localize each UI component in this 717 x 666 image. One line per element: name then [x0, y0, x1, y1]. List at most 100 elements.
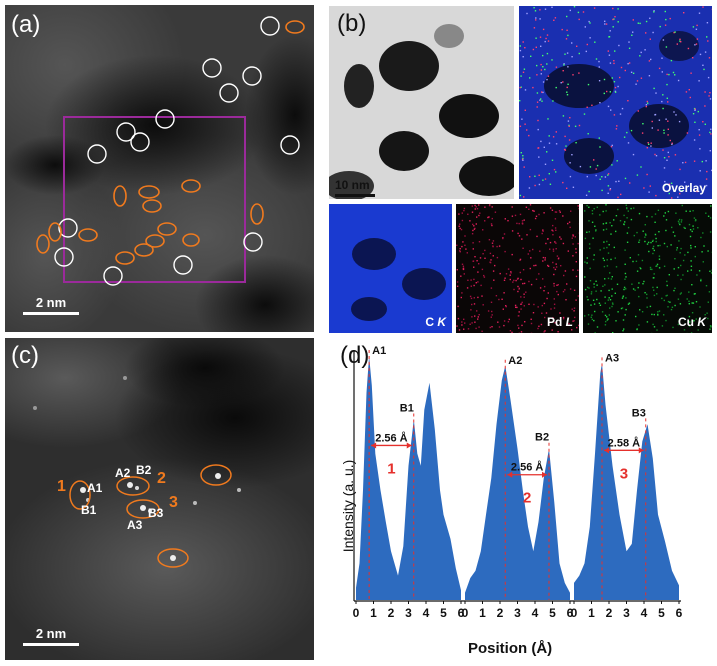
- group-2-a: A2: [115, 466, 131, 480]
- orange-ellipse-6: [250, 203, 264, 225]
- orange-ellipse-9: [78, 228, 98, 242]
- orange-ellipse-11: [36, 234, 50, 254]
- profile-area-1: [356, 356, 461, 600]
- y-axis-label: Intensity (a. u.): [340, 459, 356, 553]
- white-circle-7: [130, 132, 150, 152]
- profile-number-3: 3: [620, 465, 628, 482]
- x-tick-label: 1: [479, 606, 486, 620]
- panel-c-scale-text: 2 nm: [35, 626, 67, 641]
- x-tick-label: 3: [405, 606, 412, 620]
- white-circle-11: [54, 247, 74, 267]
- map-pd: Pd L: [456, 204, 579, 333]
- x-tick-label: 0: [462, 606, 469, 620]
- map-pd-tag: Pd L: [547, 315, 573, 329]
- group-1-a: A1: [87, 481, 103, 495]
- x-tick-label: 2: [388, 606, 395, 620]
- panel-a-scale-text: 2 nm: [35, 295, 67, 310]
- atom-ellipse-2: [116, 476, 150, 496]
- panel-c-label: (c): [11, 342, 39, 369]
- white-circle-2: [202, 58, 222, 78]
- profile-number-1: 1: [387, 460, 395, 477]
- panel-a-label: (a): [11, 11, 41, 38]
- orange-ellipse-7: [157, 222, 177, 236]
- x-tick-label: 4: [532, 606, 539, 620]
- white-circle-10: [58, 218, 78, 238]
- white-circle-4: [242, 66, 262, 86]
- peak-label-A1: A1: [372, 345, 386, 357]
- map-c: C K: [329, 204, 452, 333]
- x-tick-label: 5: [658, 606, 665, 620]
- orange-ellipse-8: [145, 234, 165, 248]
- map-cu-tag: Cu K: [678, 315, 706, 329]
- white-circle-13: [103, 266, 123, 286]
- x-tick-label: 3: [623, 606, 630, 620]
- x-tick-label: 1: [588, 606, 595, 620]
- panel-c: (c) 1 A1 B1 A2 B2 2 B3 3 A3 2 nm: [5, 338, 314, 660]
- peak-label-B2: B2: [535, 432, 549, 444]
- panel-d: A1 B1 2.56 Å 1 0 1 2 3 4 5 6 A2 B2 2.56 Å 2 0 1 2 3 4 5 6 A3 B3…: [318, 338, 717, 666]
- panel-a: (a) 2 nm: [5, 5, 314, 332]
- map-c-name: C: [425, 315, 434, 329]
- atom-ellipse-4: [200, 464, 232, 486]
- panel-b-label: (b): [337, 10, 367, 37]
- map-cu-name: Cu: [677, 315, 694, 329]
- panel-c-scale-bar: 2 nm: [23, 626, 79, 646]
- orange-ellipse-13: [115, 251, 135, 265]
- map-cu-image: [584, 204, 712, 333]
- x-tick-label: 1: [370, 606, 377, 620]
- white-circle-6: [116, 122, 136, 142]
- map-pd-name: Pd: [546, 315, 563, 329]
- atom-ellipse-1: [69, 480, 91, 510]
- overlay-image: [519, 6, 712, 199]
- white-circle-1: [260, 16, 280, 36]
- x-tick-label: 6: [676, 606, 683, 620]
- orange-ellipse-12: [134, 243, 154, 257]
- orange-ellipse-3: [181, 179, 201, 193]
- overlay-tag: Overlay: [661, 181, 706, 195]
- x-tick-label: 5: [440, 606, 447, 620]
- x-tick-label: 2: [606, 606, 613, 620]
- peak-label-A3: A3: [605, 352, 619, 364]
- x-tick-label: 6: [567, 606, 574, 620]
- x-tick-label: 0: [571, 606, 578, 620]
- x-axis-label: Position (Å): [468, 640, 553, 657]
- orange-ellipse-2: [138, 185, 160, 199]
- group-1-number: 1: [57, 478, 66, 495]
- x-tick-label: 4: [423, 606, 430, 620]
- peak-label-B1: B1: [400, 402, 414, 414]
- panel-c-image: [5, 338, 314, 660]
- map-pd-image: [456, 204, 579, 333]
- x-tick-label: 5: [549, 606, 556, 620]
- panel-b-overlay: Overlay: [519, 6, 712, 199]
- orange-ellipse-10: [48, 222, 62, 242]
- group-2-b: B2: [136, 463, 152, 477]
- group-2-number: 2: [157, 470, 166, 487]
- panel-b-scale-bar: 10 nm: [335, 178, 375, 197]
- map-pd-suffix: L: [565, 315, 573, 329]
- white-circle-9: [280, 135, 300, 155]
- x-tick-label: 4: [641, 606, 648, 620]
- map-cu-suffix: K: [697, 315, 706, 329]
- profile-area-2: [465, 365, 570, 600]
- map-cu: Cu K: [583, 204, 712, 333]
- orange-ellipse-4: [113, 185, 127, 207]
- map-c-tag: C K: [425, 315, 446, 329]
- x-tick-label: 6: [458, 606, 465, 620]
- selection-box: [63, 116, 246, 283]
- white-circle-3: [219, 83, 239, 103]
- panel-d-label: (d): [340, 342, 370, 369]
- x-tick-label: 2: [497, 606, 504, 620]
- panel-b-haadf: (b) 10 nm: [329, 6, 514, 199]
- panel-a-image: [5, 5, 314, 332]
- orange-ellipse-14: [182, 233, 200, 247]
- atom-ellipse-5: [157, 548, 189, 568]
- distance-label-3: 2.58 Å: [608, 436, 640, 449]
- distance-label-1: 2.56 Å: [375, 431, 407, 444]
- orange-ellipse-1: [285, 20, 305, 34]
- profile-number-2: 2: [523, 490, 531, 507]
- profile-area-3: [574, 363, 679, 600]
- group-3-number: 3: [169, 494, 178, 511]
- panel-b-scale-text: 10 nm: [335, 178, 370, 192]
- white-circle-8: [87, 144, 107, 164]
